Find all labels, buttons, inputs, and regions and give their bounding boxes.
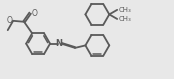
Text: O: O <box>6 16 12 25</box>
Text: CH₃: CH₃ <box>118 16 131 22</box>
Text: O: O <box>31 9 37 18</box>
Text: N: N <box>56 39 63 48</box>
Text: CH₃: CH₃ <box>118 7 131 13</box>
